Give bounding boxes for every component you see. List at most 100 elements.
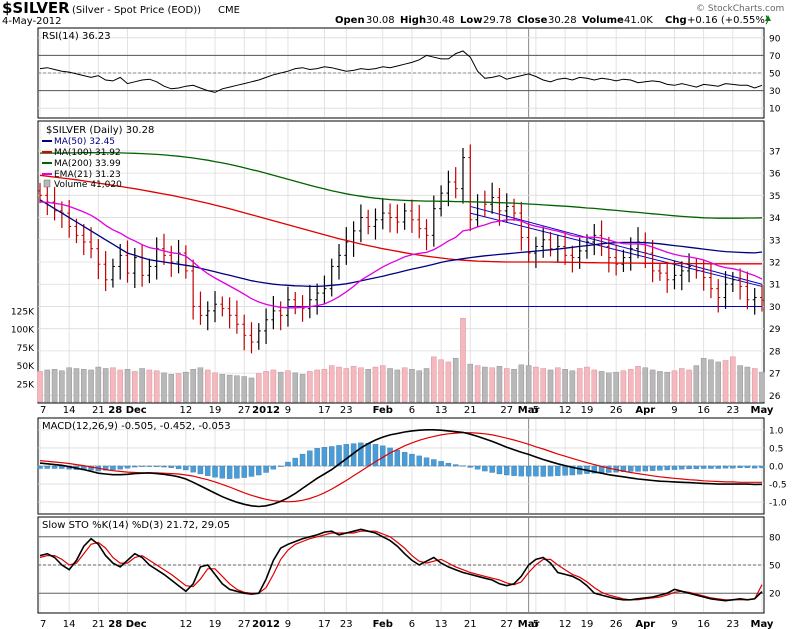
macd-line [39, 428, 763, 508]
rsi-tick-label: 30 [769, 87, 781, 97]
macd-histogram-bar [343, 444, 350, 467]
axis-layer: 10 30 50 70 90 26 27 28 29 30 31 32 33 34 35 36 37 -1.0 -0… [11, 34, 787, 629]
price-tick-label: 28 [769, 347, 781, 357]
x-axis-label: 23 [726, 405, 739, 416]
macd-histogram-bar [88, 465, 94, 471]
volume-bar [730, 356, 736, 403]
macd-histogram-bar [146, 465, 153, 467]
macd-histogram-bar [555, 465, 561, 476]
volume-bar [314, 369, 320, 403]
macd-histogram-bar [365, 443, 371, 467]
x-axis-label: 19 [209, 405, 222, 416]
x-axis-label: 5 [533, 619, 539, 629]
macd-histogram-bar [642, 465, 649, 472]
volume-bar [518, 364, 525, 403]
volume-bar [190, 369, 196, 403]
volume-bar [37, 371, 43, 403]
volume-bar [394, 369, 401, 403]
macd-histogram-bar [336, 445, 342, 467]
symbol-title: $SILVER [2, 0, 70, 17]
volume-bar [219, 374, 226, 403]
x-axis-label: 9 [671, 619, 677, 629]
volume-tick-label: 50K [17, 362, 35, 372]
x-axis-label: 23 [340, 619, 353, 629]
volume-bar [409, 369, 415, 403]
macd-histogram-bar [387, 447, 393, 467]
macd-histogram-bar [708, 465, 714, 469]
volume-tick-label: 75K [17, 344, 35, 354]
volume-bar [606, 372, 612, 403]
price-tick-label: 30 [769, 303, 781, 313]
volume-bar [657, 371, 663, 403]
volume-bar [241, 376, 247, 403]
macd-tick-label: -1.0 [769, 499, 787, 509]
x-axis-label: 16 [697, 405, 710, 416]
x-axis-label: 19 [581, 619, 594, 629]
macd-histogram-bar [314, 448, 320, 467]
macd-tick-label: 0.0 [769, 463, 784, 473]
volume-bar [474, 365, 481, 403]
volume-bar [234, 375, 240, 403]
chg-label: Chg [665, 15, 687, 26]
x-axis-label: 26 [610, 405, 623, 416]
x-axis-label: 16 [697, 619, 710, 629]
macd-tick-label: 0.5 [769, 444, 783, 454]
indicator-layer [37, 50, 765, 602]
volume-bar [584, 366, 590, 403]
macd-histogram-bar [117, 465, 123, 470]
macd-histogram-bar [511, 465, 517, 476]
volume-bar [401, 367, 408, 403]
volume-bar [132, 371, 138, 403]
macd-histogram-bar [620, 465, 627, 472]
x-axis-label: 9 [285, 405, 291, 416]
x-axis-label: 9 [671, 405, 677, 416]
chart-header: $SILVER (Silver - Spot Price (EOD)) CME … [2, 0, 784, 27]
low-value: 29.78 [483, 15, 512, 26]
macd-histogram-bar [452, 464, 459, 467]
rsi-tick-label: 90 [769, 34, 781, 44]
volume-bar [744, 366, 751, 403]
volume-bar [635, 366, 641, 403]
macd-histogram-bar [205, 465, 211, 476]
volume-bar [445, 361, 452, 403]
macd-histogram-bar [226, 465, 233, 479]
volume-bar [387, 368, 393, 403]
macd-histogram-bar [110, 465, 116, 471]
volume-tick-label: 100K [11, 326, 35, 336]
volume-bar [204, 369, 211, 403]
macd-histogram-bar [569, 465, 576, 476]
volume-bar [321, 369, 328, 403]
volume-bar [365, 369, 371, 403]
sto-legend: Slow STO %K(14) %D(3) 21.72, 29.05 [42, 520, 230, 531]
volume-bar [270, 369, 277, 403]
price-legend-title: $SILVER (Daily) 30.28 [46, 125, 154, 136]
volume-bar [533, 366, 539, 403]
x-axis-label: May [751, 619, 774, 629]
volume-bar [460, 318, 466, 403]
macd-histogram-bar [168, 465, 174, 468]
volume-bar [183, 371, 189, 403]
volume-bar [751, 368, 758, 403]
macd-histogram-bar [700, 465, 707, 469]
x-axis-label: 26 [610, 619, 623, 629]
x-axis-label: 21 [464, 405, 477, 416]
macd-histogram-bar [124, 465, 131, 469]
volume-legend: Volume 41,020 [54, 180, 122, 190]
macd-histogram-bar [576, 465, 583, 475]
volume-bar [343, 368, 350, 403]
macd-histogram-bar [372, 444, 379, 467]
volume-bar [226, 374, 233, 403]
macd-histogram-bar [153, 465, 160, 467]
volume-bar [693, 365, 700, 403]
volume-bar [664, 371, 670, 403]
rsi-tick-label: 70 [769, 52, 781, 62]
x-axis-label: 21 [92, 619, 105, 629]
macd-histogram-bar [504, 465, 510, 476]
volume-bar [95, 366, 102, 403]
exchange-label: CME [218, 5, 240, 16]
macd-histogram-bar [161, 465, 167, 468]
x-axis-label: Mar [518, 405, 540, 416]
x-axis-label: 21 [464, 619, 477, 629]
volume-bar [679, 368, 685, 403]
volume-bar [613, 371, 619, 403]
